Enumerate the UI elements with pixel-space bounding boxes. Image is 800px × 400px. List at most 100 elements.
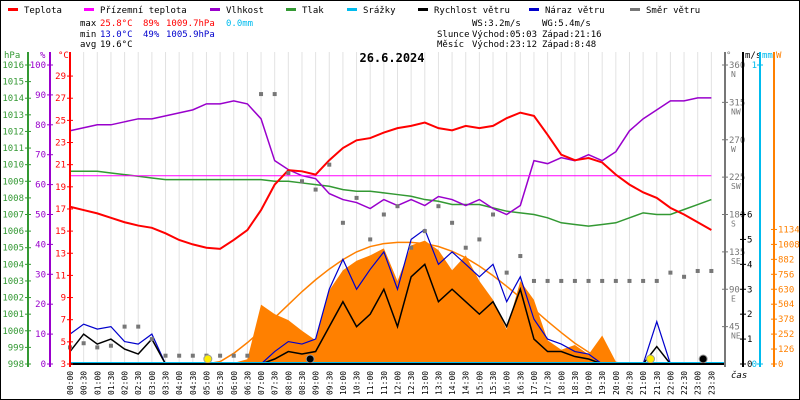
legend-label-5: Rychlost větru: [434, 6, 510, 16]
wind-direction-point: [381, 212, 386, 217]
x-tick-label: 14:30: [462, 371, 471, 395]
temperature-tick-label: 21: [55, 161, 66, 171]
wind-direction-point: [695, 268, 700, 273]
x-tick-label: 04:30: [189, 371, 198, 395]
legend-label-0: Teplota: [24, 6, 62, 16]
temperature-axis-unit: °C: [58, 51, 69, 61]
wind-direction-point: [586, 278, 591, 283]
x-tick-label: 21:00: [639, 371, 648, 395]
direction-tick-compass: W: [731, 145, 736, 154]
x-tick-label: 03:00: [148, 371, 157, 395]
x-tick-label: 22:00: [666, 371, 675, 395]
humidity-axis-unit: %: [40, 51, 46, 61]
legend-swatch-3: [286, 8, 296, 11]
legend-swatch-0: [8, 8, 18, 11]
wind-tick-label: 6: [747, 211, 752, 221]
x-tick-label: 13:00: [421, 371, 430, 395]
wind-direction-point: [436, 204, 441, 209]
temperature-tick-label: 13: [55, 249, 66, 259]
wind-direction-point: [177, 353, 182, 358]
x-tick-label: 00:30: [80, 371, 89, 395]
x-tick-label: 11:00: [366, 371, 375, 395]
x-tick-label: 07:30: [271, 371, 280, 395]
wind-direction-point: [682, 274, 687, 279]
wind-tick-label: 3: [747, 285, 752, 295]
wind-direction-point: [368, 237, 373, 242]
sun-label: Slunce: [437, 30, 470, 40]
direction-tick-label: 270: [729, 136, 745, 146]
wind-direction-point: [272, 92, 277, 97]
stats-min-pres: 1005.9hPa: [166, 30, 215, 40]
humidity-tick-label: 20: [35, 300, 46, 310]
stats-max-label: max: [80, 19, 97, 29]
legend-label-7: Směr větru: [646, 6, 700, 16]
direction-tick-label: 315: [729, 98, 745, 108]
legend-swatch-2: [210, 8, 220, 11]
chart-title: 26.6.2024: [359, 51, 424, 65]
legend-swatch-1: [84, 8, 94, 11]
stats-block: max 25.8°C 89% 1009.7hPa 0.0mm min 13.0°…: [80, 19, 602, 50]
x-tick-label: 06:00: [230, 371, 239, 395]
x-tick-label: 23:30: [707, 371, 716, 395]
wind-direction-point: [491, 212, 496, 217]
pressure-tick-label: 1002: [2, 294, 24, 304]
temperature-tick-label: 29: [55, 72, 66, 82]
temperature-tick-label: 23: [55, 139, 66, 149]
x-tick-label: 02:30: [134, 371, 143, 395]
x-tick-label: 10:00: [339, 371, 348, 395]
series-line-vlhkost: [69, 97, 712, 216]
x-tick-label: 07:00: [257, 371, 266, 395]
x-tick-label: 20:00: [612, 371, 621, 395]
stats-min-temp: 13.0°C: [100, 30, 133, 40]
pressure-tick-label: 1016: [2, 61, 24, 71]
temperature-tick-label: 5: [61, 338, 66, 348]
direction-tick-compass: SW: [731, 182, 741, 191]
x-tick-label: 01:30: [107, 371, 116, 395]
axes: hPa9989991000100110021003100410051006100…: [2, 51, 799, 395]
legend-label-3: Tlak: [302, 6, 324, 16]
wind-tick-label: 5: [747, 235, 752, 245]
pressure-tick-label: 1005: [2, 244, 24, 254]
x-tick-label: 16:30: [516, 371, 525, 395]
x-tick-label: 18:00: [557, 371, 566, 395]
wind-direction-point: [218, 353, 223, 358]
x-tick-label: 21:30: [653, 371, 662, 395]
legend: Teplota Přízemní teplota Vlhkost Tlak Srážky…: [8, 6, 700, 16]
pressure-tick-label: 1004: [2, 260, 24, 270]
wind-direction-point: [95, 345, 100, 350]
stats-max-hum: 89%: [143, 19, 160, 29]
legend-label-6: Náraz větru: [545, 6, 605, 16]
wind-axis-unit: m/s: [745, 51, 761, 61]
pressure-tick-label: 1008: [2, 194, 24, 204]
wind-direction-point: [122, 324, 127, 329]
wind-direction-point: [286, 170, 291, 175]
x-tick-label: 10:30: [353, 371, 362, 395]
legend-label-1: Přízemní teplota: [100, 6, 187, 16]
pressure-tick-label: 1007: [2, 211, 24, 221]
humidity-tick-label: 0: [41, 360, 46, 370]
legend-label-4: Srážky: [363, 6, 396, 16]
radiation-tick-label: 1134: [778, 225, 800, 235]
legend-swatch-7: [630, 8, 640, 11]
direction-axis-unit: °: [726, 51, 731, 61]
wind-direction-point: [450, 220, 455, 225]
x-tick-label: 04:00: [175, 371, 184, 395]
direction-tick-label: 45: [729, 323, 740, 333]
legend-swatch-6: [529, 8, 539, 11]
wind-direction-point: [149, 337, 154, 342]
wind-direction-point: [422, 229, 427, 234]
sunset-marker: [645, 354, 655, 364]
radiation-tick-label: 630: [778, 285, 794, 295]
x-tick-label: 17:00: [530, 371, 539, 395]
wind-tick-label: 0: [747, 360, 752, 370]
humidity-tick-label: 60: [35, 181, 46, 191]
temperature-tick-label: 9: [61, 294, 66, 304]
wind-direction-point: [477, 237, 482, 242]
temperature-tick-label: 25: [55, 116, 66, 126]
direction-tick-compass: NE: [731, 332, 741, 341]
x-tick-label: 05:00: [202, 371, 211, 395]
wind-direction-point: [463, 245, 468, 250]
wind-direction-point: [81, 341, 86, 346]
x-tick-label: 00:00: [66, 371, 75, 395]
